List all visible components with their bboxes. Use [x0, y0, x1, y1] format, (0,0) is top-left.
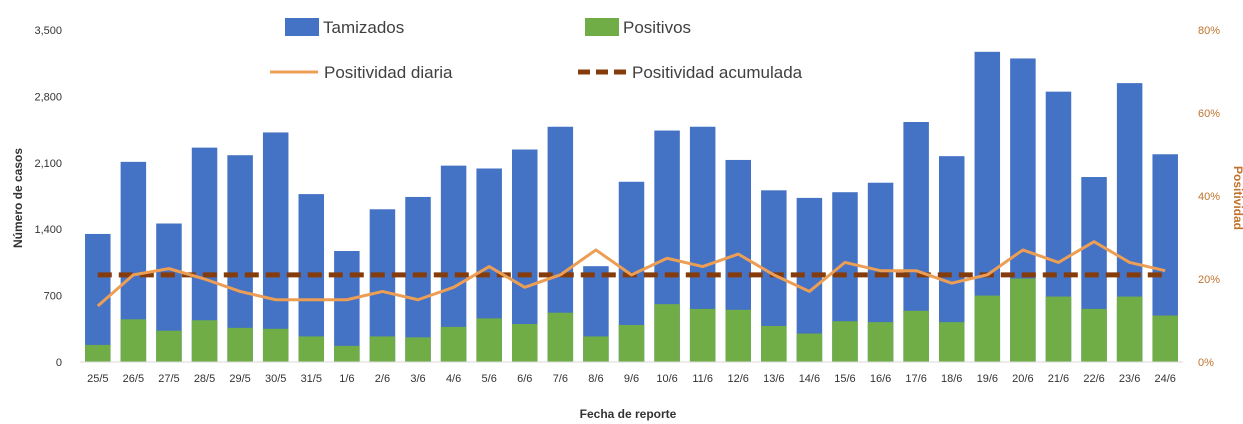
y2-tick-label: 20%	[1198, 274, 1220, 286]
y2-tick-label: 0%	[1198, 357, 1214, 369]
legend: Tamizados Positivos Positividad diaria Posi…	[270, 18, 803, 82]
x-tick-label: 21/6	[1048, 373, 1069, 385]
bar-positivos	[405, 337, 431, 362]
x-tick-label: 13/6	[763, 373, 784, 385]
x-tick-label: 30/5	[265, 373, 286, 385]
bar-positivos	[227, 327, 253, 362]
x-tick-label: 9/6	[624, 373, 639, 385]
x-tick-label: 29/5	[229, 373, 250, 385]
legend-label-positivos: Positivos	[623, 18, 691, 37]
x-tick-label: 3/6	[410, 373, 425, 385]
x-tick-label: 4/6	[446, 373, 461, 385]
bar-positivos	[974, 295, 1001, 362]
y-tick-label: 2,800	[34, 91, 62, 103]
x-tick-label: 2/6	[375, 373, 390, 385]
x-tick-label: 10/6	[656, 373, 677, 385]
x-tick-label: 8/6	[588, 373, 603, 385]
bar-positivos	[938, 322, 965, 362]
bar-positivos	[689, 308, 716, 362]
y-tick-label: 1,400	[34, 224, 62, 236]
bar-tamizados	[298, 194, 325, 362]
x-tick-label: 14/6	[799, 373, 820, 385]
bar-positivos	[867, 322, 894, 362]
bar-positivos	[512, 324, 538, 362]
bar-positivos	[796, 333, 823, 362]
bar-positivos	[654, 304, 680, 362]
bar-positivos	[369, 336, 396, 362]
y2-tick-label: 40%	[1198, 191, 1220, 203]
x-tick-label: 22/6	[1083, 373, 1104, 385]
x-tick-label: 12/6	[728, 373, 749, 385]
bar-positivos	[1116, 296, 1143, 362]
x-tick-label: 28/5	[194, 373, 215, 385]
bar-positivos	[1152, 315, 1178, 362]
legend-swatch-tamizados	[285, 18, 319, 36]
bar-tamizados	[405, 196, 431, 362]
y-tick-label: 700	[44, 291, 62, 303]
legend-label-positividad-acumulada: Positividad acumulada	[632, 63, 803, 82]
axes: 0 700 1,400 2,100 2,800 3,500 0% 20% 40% 60% 80% 25…	[34, 25, 1220, 385]
y-axis-title: Número de casos	[11, 148, 25, 248]
bar-positivos	[1081, 308, 1107, 362]
x-tick-label: 11/6	[692, 373, 713, 385]
y2-tick-label: 60%	[1198, 108, 1220, 120]
legend-swatch-positivos	[585, 18, 619, 36]
y-tick-label: 2,100	[34, 158, 62, 170]
bar-positivos	[476, 318, 502, 362]
bar-positivos	[1045, 296, 1072, 362]
x-tick-label: 7/6	[553, 373, 568, 385]
bar-positivos	[440, 326, 467, 362]
bar-tamizados	[334, 251, 360, 362]
bar-positivos	[547, 312, 574, 362]
bar-positivos	[583, 336, 609, 362]
line-positividad-diaria	[96, 240, 1166, 308]
x-tick-label: 1/6	[339, 373, 354, 385]
x-tick-label: 27/5	[158, 373, 179, 385]
bar-positivos	[156, 330, 182, 362]
x-tick-label: 20/6	[1012, 373, 1033, 385]
bar-positivos	[334, 345, 360, 362]
x-tick-label: 5/6	[482, 373, 497, 385]
x-tick-label: 6/6	[517, 373, 532, 385]
bar-positivos	[903, 310, 929, 362]
x-tick-label: 19/6	[977, 373, 998, 385]
x-tick-label: 18/6	[941, 373, 962, 385]
legend-label-tamizados: Tamizados	[323, 18, 404, 37]
bar-tamizados	[227, 155, 253, 362]
y2-tick-label: 80%	[1198, 25, 1220, 37]
bar-positivos	[832, 321, 858, 362]
x-tick-label: 25/5	[87, 373, 108, 385]
bar-positivos	[191, 320, 218, 362]
x-tick-label: 26/5	[123, 373, 144, 385]
bar-tamizados	[262, 132, 289, 362]
bar-positivos	[725, 309, 751, 362]
bar-positivos	[298, 336, 325, 362]
bar-positivos	[262, 328, 289, 362]
bar-positivos	[120, 319, 147, 362]
legend-label-positividad-diaria: Positividad diaria	[324, 63, 453, 82]
x-axis-title: Fecha de reporte	[580, 407, 677, 421]
x-tick-label: 24/6	[1154, 373, 1175, 385]
positivity-lines	[96, 240, 1166, 308]
bar-positivos	[85, 344, 111, 362]
y2-axis-title: Positividad	[1231, 166, 1243, 230]
bars-positivos	[85, 278, 1178, 362]
y-tick-label: 0	[56, 357, 62, 369]
x-tick-label: 31/5	[301, 373, 322, 385]
x-tick-label: 15/6	[834, 373, 855, 385]
x-tick-label: 23/6	[1119, 373, 1140, 385]
x-tick-label: 16/6	[870, 373, 891, 385]
x-tick-label: 17/6	[905, 373, 926, 385]
bar-positivos	[618, 325, 645, 362]
bar-positivos	[761, 325, 787, 362]
bar-positivos	[1010, 278, 1036, 362]
y-tick-label: 3,500	[34, 25, 62, 37]
